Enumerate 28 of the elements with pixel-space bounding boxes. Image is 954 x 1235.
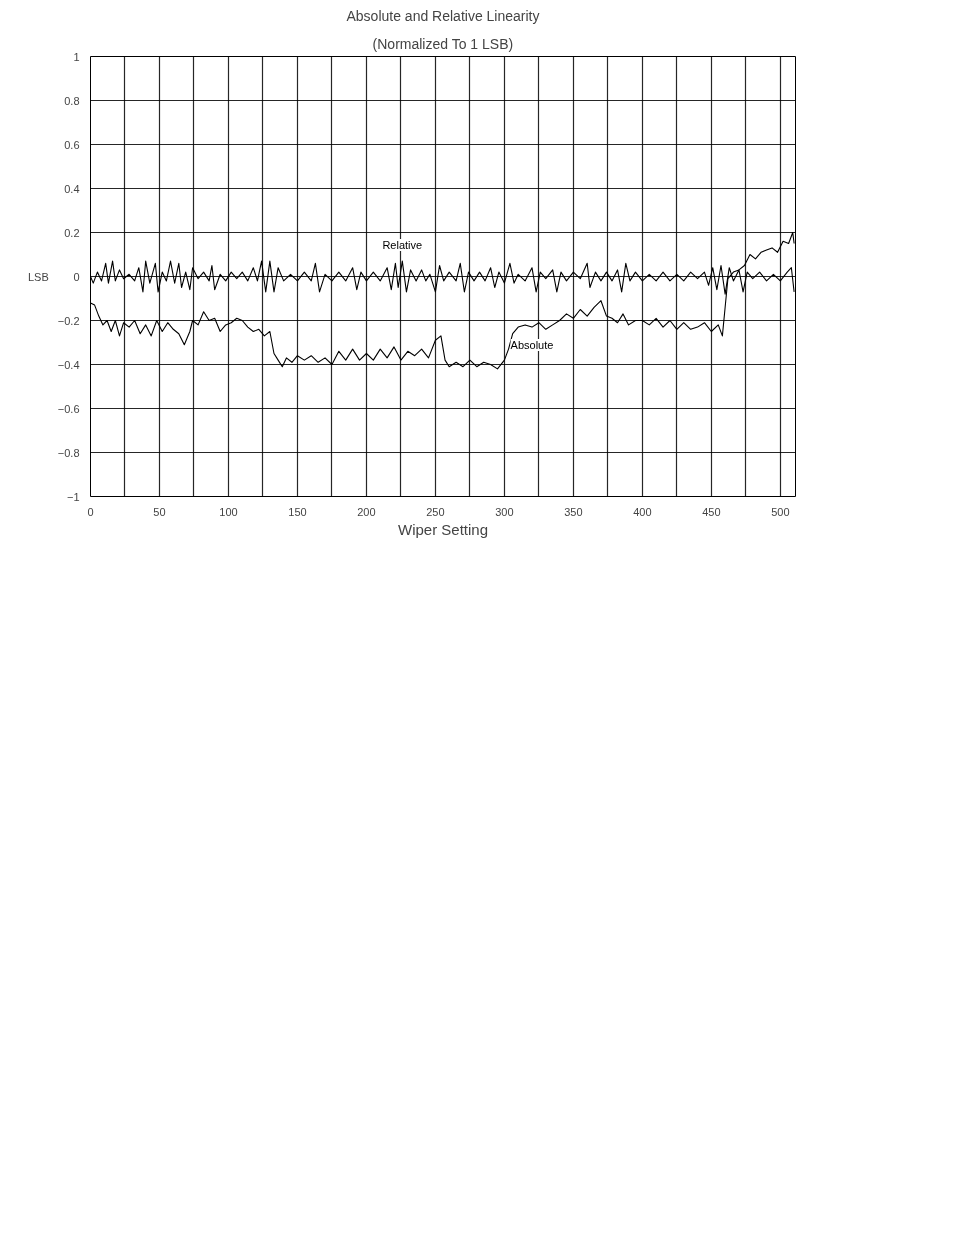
x-axis-title: Wiper Setting: [397, 520, 489, 538]
x-tick-label: 200: [357, 505, 376, 518]
y-axis-title: LSB: [27, 270, 49, 283]
x-tick-label: 400: [633, 505, 652, 518]
y-tick-label: 0.4: [64, 182, 80, 195]
x-tick-label: 150: [288, 505, 307, 518]
y-tick-label: 0.8: [64, 94, 80, 107]
y-tick-label: −0.6: [57, 402, 80, 415]
x-tick-label: 50: [153, 505, 166, 518]
y-tick-label: 0.2: [64, 226, 80, 239]
y-tick-label: −0.2: [57, 314, 80, 327]
chart-title: Absolute and Relative Linearity: [346, 7, 540, 24]
x-tick-label: 100: [219, 505, 238, 518]
x-tick-label: 300: [495, 505, 514, 518]
series-label: Relative: [382, 239, 423, 252]
y-tick-label: 1: [73, 50, 80, 63]
y-tick-label: 0.6: [64, 138, 80, 151]
series-label: Absolute: [510, 339, 554, 352]
y-tick-label: 0: [73, 270, 80, 283]
x-tick-label: 250: [426, 505, 445, 518]
x-tick-label: 450: [702, 505, 721, 518]
y-tick-label: −0.4: [57, 358, 80, 371]
x-tick-label: 500: [771, 505, 790, 518]
x-tick-label: 350: [564, 505, 583, 518]
x-tick-label: 0: [87, 505, 94, 518]
y-tick-label: −0.8: [57, 446, 80, 459]
y-tick-label: −1: [66, 490, 80, 503]
chart-subtitle: (Normalized To 1 LSB): [372, 35, 514, 52]
